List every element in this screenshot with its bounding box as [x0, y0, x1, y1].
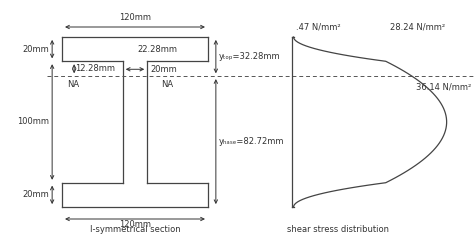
Text: NA: NA [67, 80, 79, 89]
Text: 20mm: 20mm [150, 65, 177, 74]
Text: 36.14 N/mm²: 36.14 N/mm² [416, 82, 471, 91]
Text: yₕₐₛₑ=82.72mm: yₕₐₛₑ=82.72mm [219, 137, 284, 146]
Text: 120mm: 120mm [119, 13, 151, 22]
Text: 28.24 N/mm²: 28.24 N/mm² [390, 22, 445, 31]
Text: I-symmetrical section: I-symmetrical section [90, 224, 180, 233]
Text: NA: NA [161, 80, 173, 89]
Text: 20mm: 20mm [22, 190, 49, 199]
Text: 120mm: 120mm [119, 220, 151, 229]
Text: 12.28mm: 12.28mm [75, 64, 115, 73]
Text: 100mm: 100mm [17, 118, 49, 127]
Text: 20mm: 20mm [22, 45, 49, 54]
Text: yₜₒₚ=32.28mm: yₜₒₚ=32.28mm [219, 52, 281, 61]
Text: .47 N/mm²: .47 N/mm² [296, 22, 340, 31]
Text: shear stress distribution: shear stress distribution [287, 224, 389, 233]
Text: 22.28mm: 22.28mm [137, 45, 177, 54]
